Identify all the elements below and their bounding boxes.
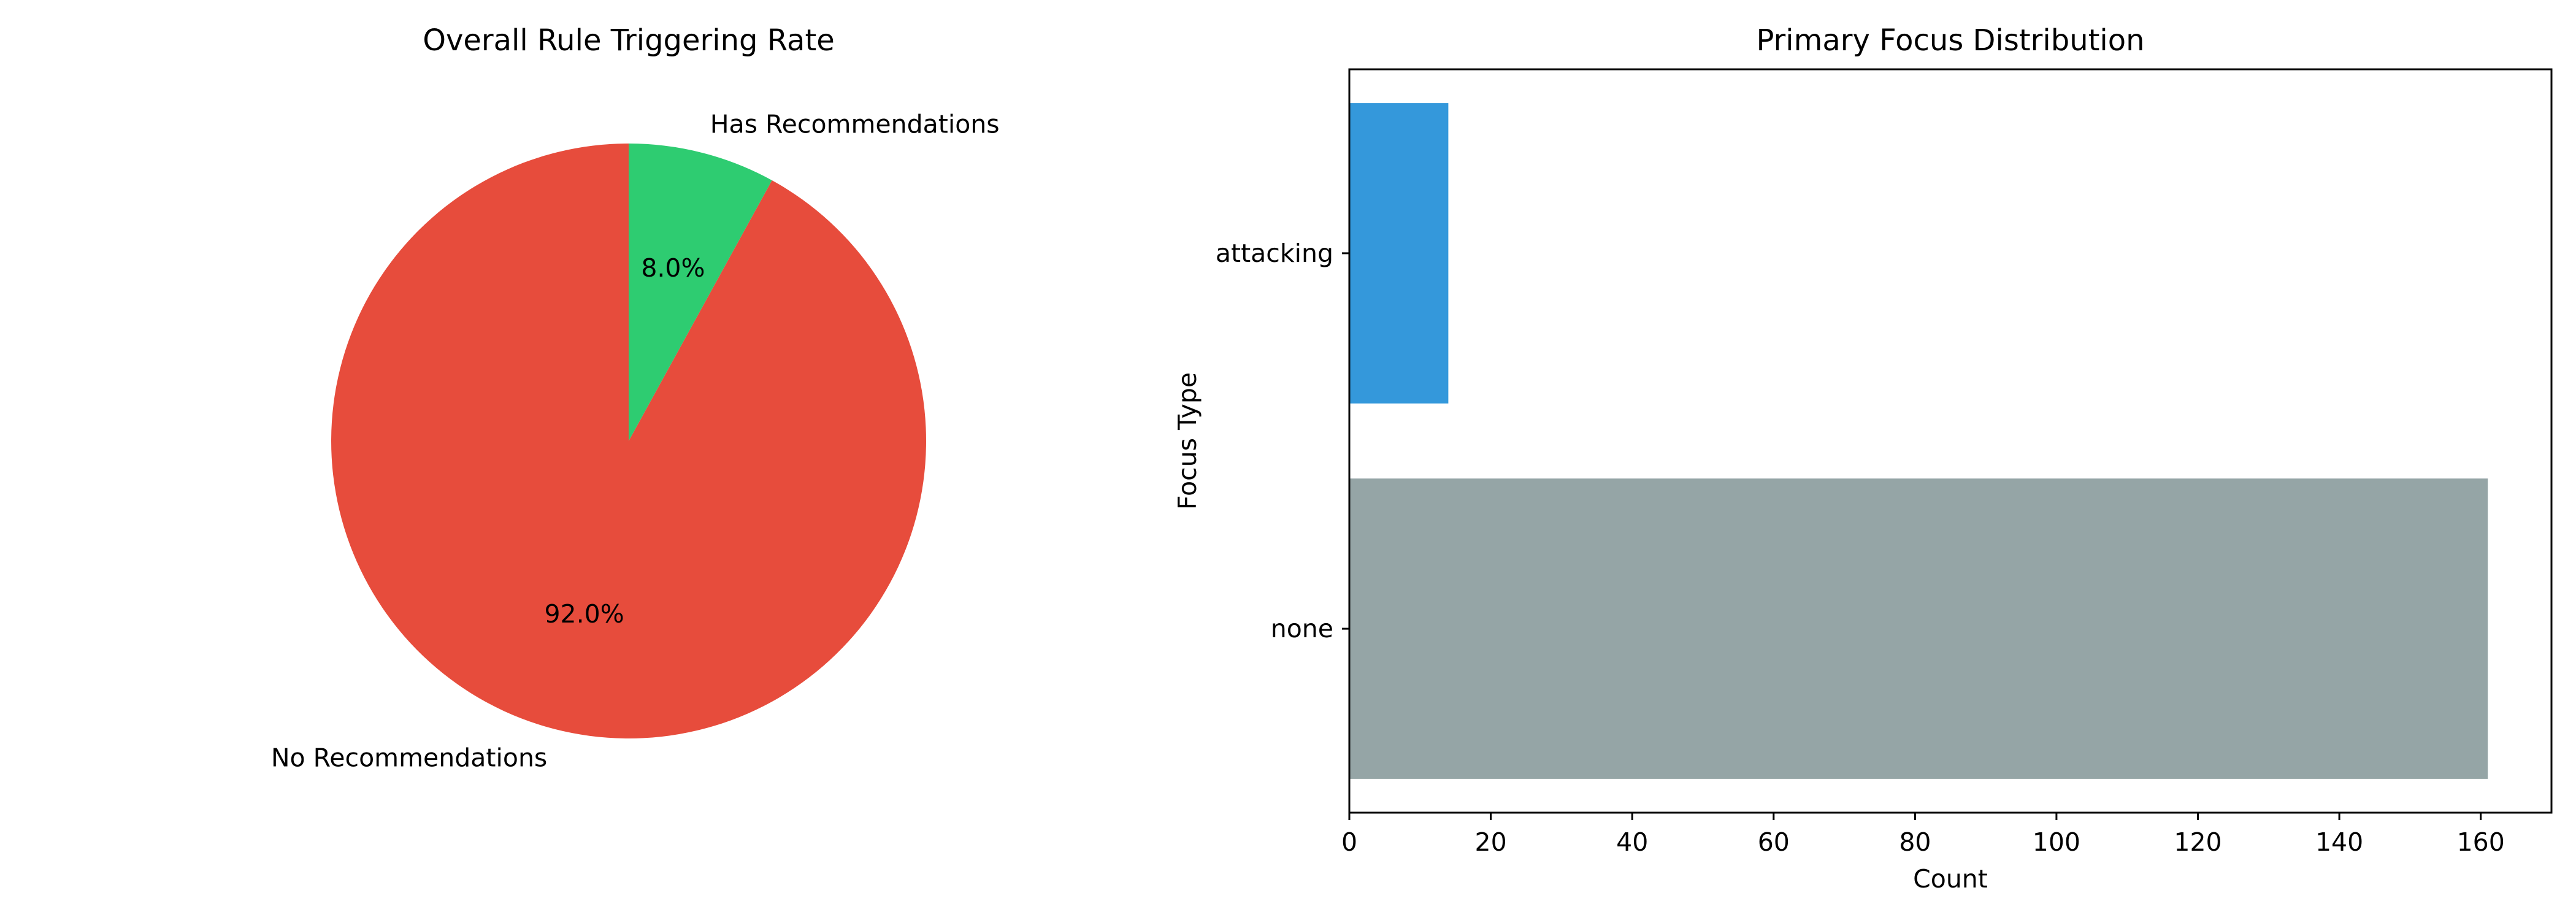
bar-chart: Primary Focus Distribution 0 20 40 60 80 100 1… bbox=[1173, 23, 2553, 894]
pie-slice-label: No Recommendations bbox=[271, 743, 547, 773]
x-tick-label: 100 bbox=[2033, 827, 2080, 857]
axes-frame bbox=[1348, 68, 2553, 814]
x-tick-label: 160 bbox=[2457, 827, 2505, 857]
pie-slices bbox=[331, 144, 927, 738]
pie-labels: 92.0% No Recommendations 8.0% Has Recommend… bbox=[271, 109, 1000, 772]
x-tick-label: 20 bbox=[1475, 827, 1507, 857]
x-tick-label: 60 bbox=[1758, 827, 1790, 857]
bar-none bbox=[1349, 478, 2488, 779]
x-tick-label: 140 bbox=[2315, 827, 2363, 857]
y-tick-label: none bbox=[1271, 614, 1333, 643]
x-tick-label: 120 bbox=[2174, 827, 2221, 857]
y-axis-label: Focus Type bbox=[1173, 372, 1202, 510]
y-tick-label: attacking bbox=[1216, 239, 1333, 268]
x-tick-label: 80 bbox=[1899, 827, 1931, 857]
x-tick-label: 40 bbox=[1616, 827, 1648, 857]
pie-slice-percent: 8.0% bbox=[641, 253, 705, 283]
bar-attacking bbox=[1349, 103, 1449, 404]
bar-chart-title: Primary Focus Distribution bbox=[1756, 23, 2144, 58]
bar-marks bbox=[1349, 103, 2488, 779]
pie-chart: Overall Rule Triggering Rate 92.0% No Rec… bbox=[271, 23, 1000, 773]
x-tick-label: 0 bbox=[1341, 827, 1357, 857]
pie-slice bbox=[331, 144, 927, 738]
x-axis-ticks: 0 20 40 60 80 100 120 140 160 bbox=[1341, 813, 2505, 857]
pie-slice bbox=[629, 144, 772, 441]
x-axis-label: Count bbox=[1913, 864, 1988, 894]
pie-slice-label: Has Recommendations bbox=[710, 109, 1000, 139]
y-axis-ticks: none attacking bbox=[1216, 239, 1349, 643]
pie-slice-percent: 92.0% bbox=[544, 599, 624, 629]
pie-chart-title: Overall Rule Triggering Rate bbox=[423, 23, 835, 58]
